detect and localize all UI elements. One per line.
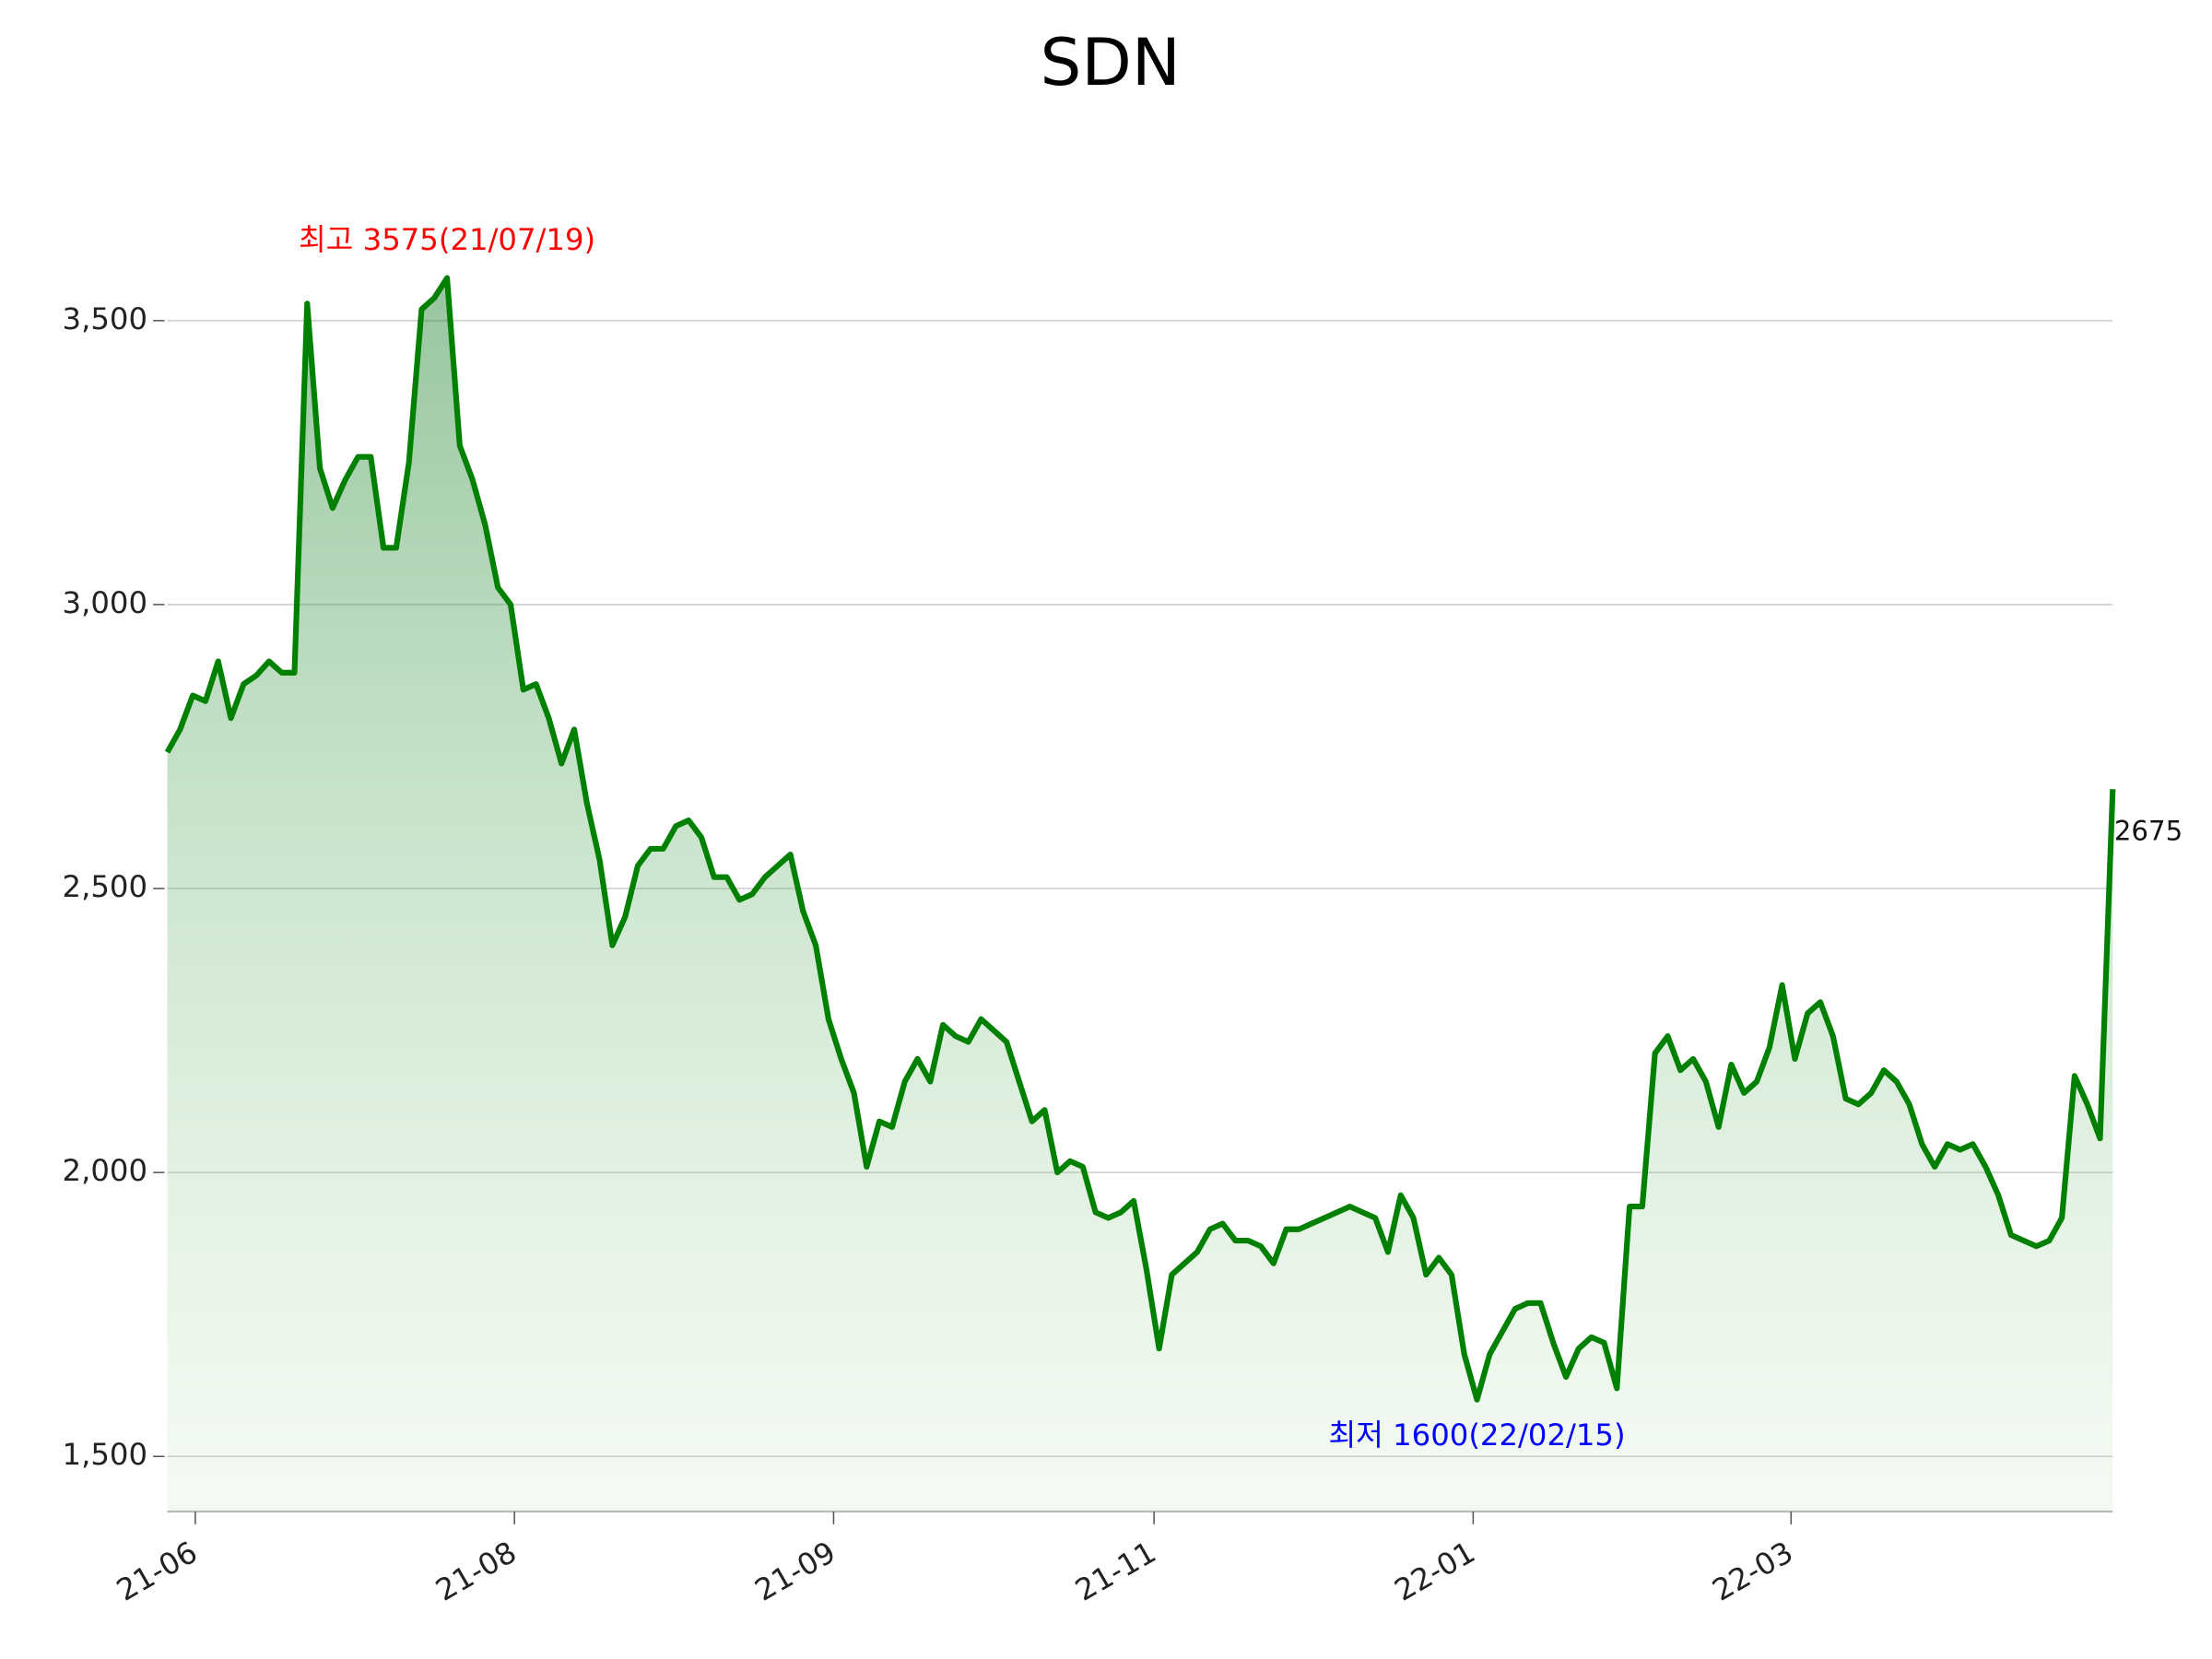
y-tick-label: 3,500 bbox=[63, 301, 147, 336]
y-tick-label: 3,000 bbox=[63, 585, 147, 620]
y-tick-label: 2,000 bbox=[63, 1153, 147, 1188]
chart-title: SDN bbox=[1040, 24, 1180, 100]
x-tick-label: 21-11 bbox=[1069, 1535, 1161, 1608]
line bbox=[164, 275, 2116, 1403]
y-tick-label: 2,500 bbox=[63, 869, 147, 904]
max-annotation: 최고 3575(21/07/19) bbox=[299, 222, 595, 257]
y-tick-label: 1,500 bbox=[63, 1437, 147, 1472]
area bbox=[167, 277, 2113, 1512]
x-tick-label: 22-01 bbox=[1389, 1535, 1481, 1608]
x-tick-label: 22-03 bbox=[1706, 1535, 1798, 1608]
min-annotation: 최저 1600(22/02/15) bbox=[1328, 1418, 1625, 1453]
last-value-label: 2675 bbox=[2114, 816, 2183, 847]
x-tick-label: 21-09 bbox=[749, 1535, 841, 1608]
x-tick-label: 21-08 bbox=[429, 1535, 522, 1608]
x-tick-label: 21-06 bbox=[111, 1535, 203, 1608]
